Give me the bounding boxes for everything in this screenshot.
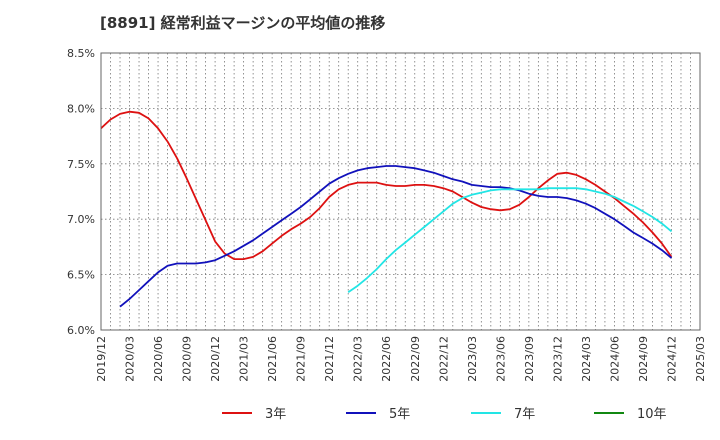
legend-label-5年: 5年 <box>389 407 410 422</box>
y-tick-label: 7.0% <box>67 213 95 226</box>
x-tick-label: 2024/03 <box>580 336 593 382</box>
x-tick-label: 2023/06 <box>494 336 507 382</box>
series-line-7年 <box>347 187 673 294</box>
x-tick-label: 2020/06 <box>152 336 165 382</box>
y-tick-label: 8.0% <box>67 102 95 115</box>
plot-frame <box>100 52 701 331</box>
series-lines <box>100 110 673 308</box>
legend: 3年 5年 7年 10年 <box>222 407 667 422</box>
x-tick-label: 2021/06 <box>266 336 279 382</box>
legend-label-3年: 3年 <box>265 407 286 422</box>
y-axis: 6.0% 6.5% 7.0% 7.5% 8.0% 8.5% <box>67 47 95 337</box>
x-tick-label: 2020/03 <box>124 336 137 382</box>
x-tick-label: 2019/12 <box>95 336 108 382</box>
chart-title: [8891] 経常利益マージンの平均値の推移 <box>100 14 385 32</box>
y-tick-label: 6.0% <box>67 324 95 337</box>
x-tick-label: 2020/09 <box>181 336 194 382</box>
y-tick-label: 7.5% <box>67 158 95 171</box>
x-tick-label: 2024/06 <box>608 336 621 382</box>
x-tick-label: 2023/09 <box>523 336 536 382</box>
x-tick-label: 2024/12 <box>665 336 678 382</box>
series-line-3年 <box>100 110 673 261</box>
x-tick-label: 2022/09 <box>409 336 422 382</box>
x-axis: 2019/12 2020/03 2020/06 2020/09 2020/12 2021/… <box>95 336 707 382</box>
y-tick-label: 6.5% <box>67 269 95 282</box>
series-line-5年 <box>119 165 673 308</box>
x-tick-label: 2024/09 <box>637 336 650 382</box>
x-tick-label: 2023/03 <box>466 336 479 382</box>
legend-label-7年: 7年 <box>514 407 535 422</box>
x-tick-label: 2021/09 <box>295 336 308 382</box>
x-tick-label: 2022/03 <box>352 336 365 382</box>
x-tick-label: 2025/03 <box>694 336 707 382</box>
x-tick-label: 2020/12 <box>209 336 222 382</box>
x-tick-label: 2023/12 <box>551 336 564 382</box>
x-tick-label: 2022/06 <box>380 336 393 382</box>
y-tick-label: 8.5% <box>67 47 95 60</box>
x-tick-label: 2022/12 <box>437 336 450 382</box>
legend-label-10年: 10年 <box>637 407 667 422</box>
x-tick-label: 2021/12 <box>323 336 336 382</box>
grid <box>101 53 700 330</box>
x-tick-label: 2021/03 <box>238 336 251 382</box>
